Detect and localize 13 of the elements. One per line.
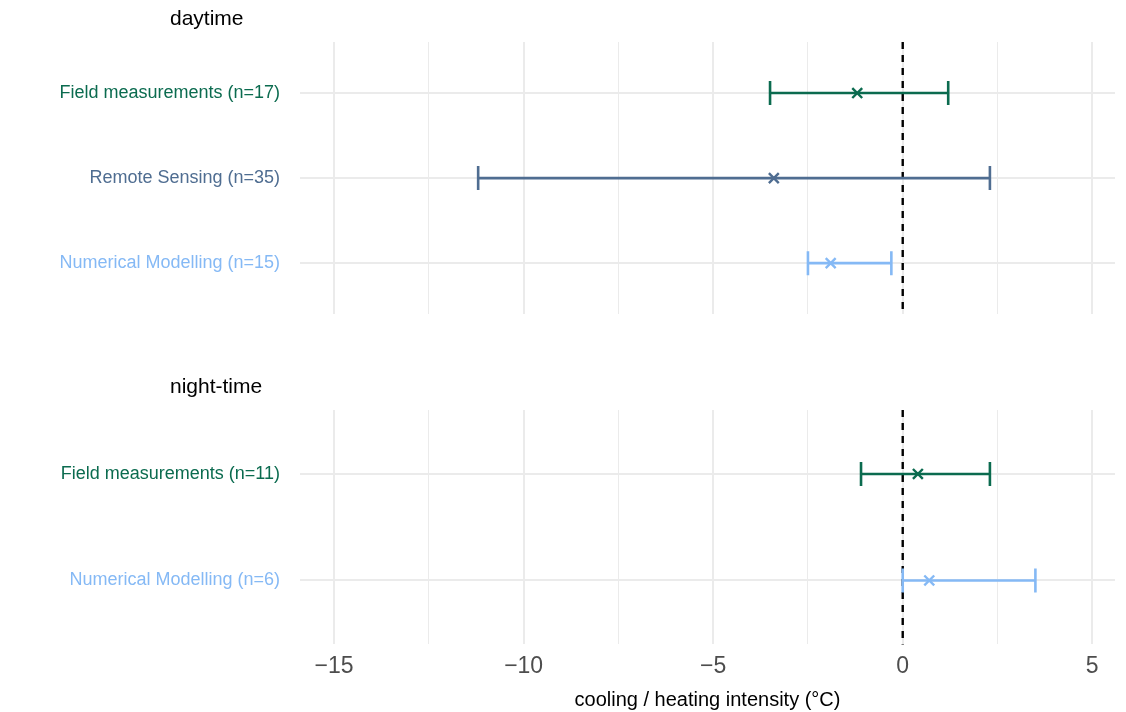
y-tick-label: Numerical Modelling (n=15) (59, 252, 280, 273)
y-tick-label: Remote Sensing (n=35) (89, 167, 280, 188)
chart-title: daytime (170, 6, 244, 30)
y-tick-label: Field measurements (n=11) (60, 462, 280, 483)
chart-title: night-time (170, 374, 263, 398)
x-tick-label: −15 (314, 651, 354, 678)
x-tick-label: 0 (896, 651, 910, 678)
y-tick-label: Numerical Modelling (n=6) (69, 569, 280, 590)
x-axis-title: cooling / heating intensity (°C) (574, 687, 841, 710)
x-tick-label: −5 (700, 651, 727, 678)
y-tick-label: Field measurements (n=17) (59, 82, 280, 103)
x-tick-label: −10 (504, 651, 544, 678)
x-tick-label: 5 (1085, 651, 1099, 678)
